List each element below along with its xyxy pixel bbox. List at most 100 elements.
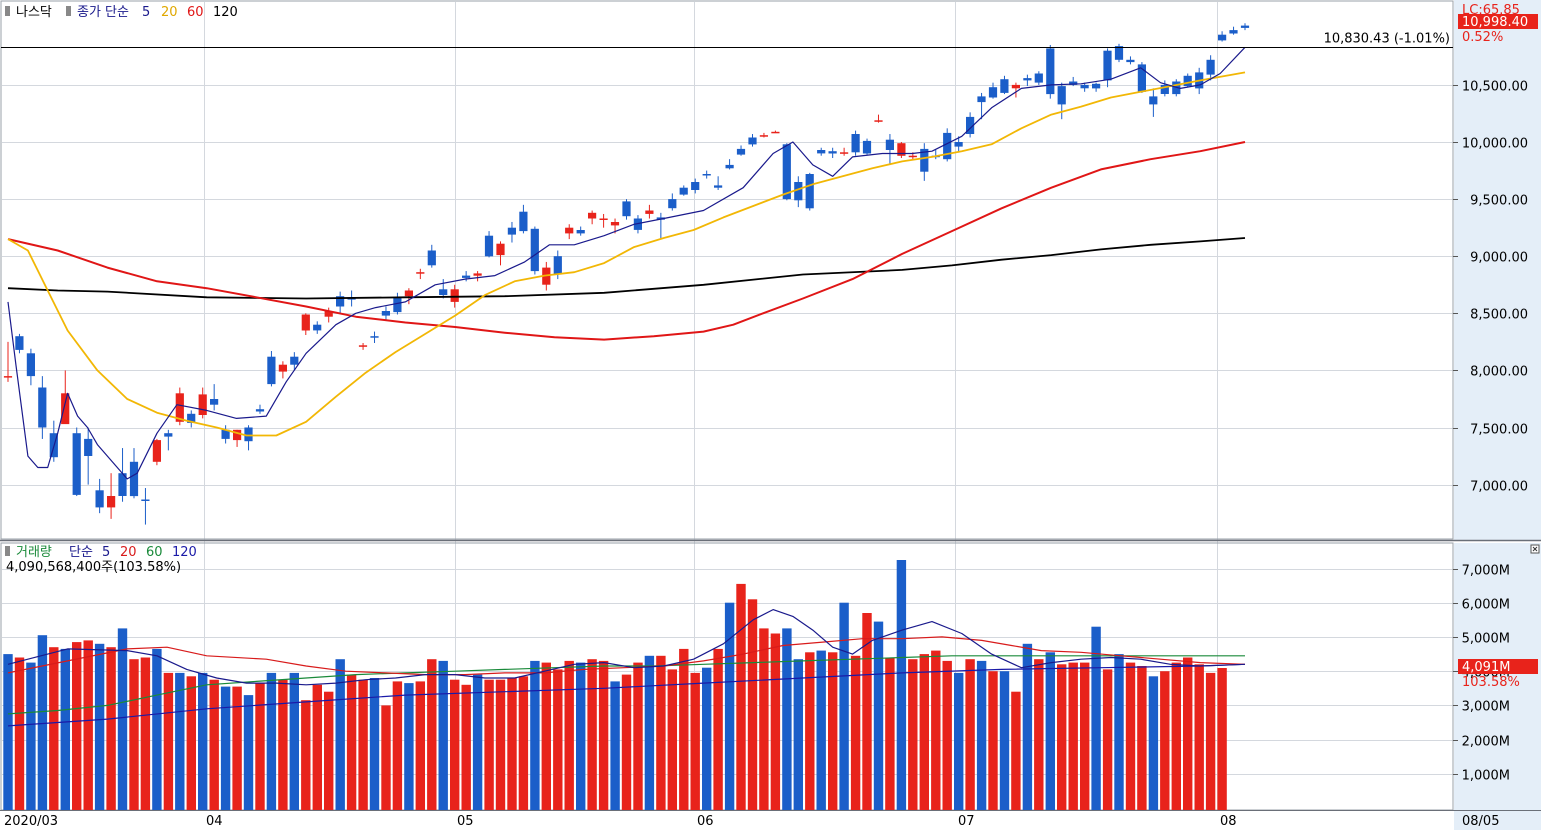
volume-bar[interactable] bbox=[839, 602, 849, 810]
volume-bar[interactable] bbox=[667, 669, 677, 810]
volume-bar[interactable] bbox=[633, 662, 643, 810]
volume-bar[interactable] bbox=[495, 679, 506, 810]
candle[interactable] bbox=[462, 271, 471, 282]
candle[interactable] bbox=[484, 231, 494, 258]
candle[interactable] bbox=[72, 427, 81, 497]
volume-bar[interactable] bbox=[1045, 652, 1055, 810]
volume-bar[interactable] bbox=[472, 674, 483, 810]
legend-square-icon[interactable] bbox=[66, 6, 71, 16]
candle[interactable] bbox=[828, 147, 837, 159]
candle[interactable] bbox=[633, 215, 642, 234]
volume-bar[interactable] bbox=[209, 679, 219, 810]
candle[interactable] bbox=[645, 204, 654, 219]
candle[interactable] bbox=[267, 351, 276, 387]
candle[interactable] bbox=[1011, 82, 1020, 98]
volume-bar[interactable] bbox=[1091, 626, 1101, 810]
volume-bar[interactable] bbox=[461, 684, 471, 810]
candle[interactable] bbox=[782, 143, 791, 201]
volume-bar[interactable] bbox=[140, 657, 151, 811]
candle[interactable] bbox=[1034, 71, 1043, 85]
candle[interactable] bbox=[1240, 23, 1250, 31]
volume-bar[interactable] bbox=[713, 648, 723, 810]
volume-bar[interactable] bbox=[644, 655, 655, 810]
volume-bar[interactable] bbox=[598, 660, 609, 810]
volume-bar[interactable] bbox=[369, 678, 380, 810]
volume-bar[interactable] bbox=[1057, 664, 1067, 810]
volume-bar[interactable] bbox=[782, 628, 792, 810]
candle[interactable] bbox=[129, 448, 139, 499]
candle[interactable] bbox=[198, 387, 207, 419]
candle[interactable] bbox=[427, 244, 436, 268]
volume-bar[interactable] bbox=[564, 660, 574, 810]
volume-bar[interactable] bbox=[576, 662, 586, 810]
candle[interactable] bbox=[1206, 55, 1215, 81]
candle[interactable] bbox=[977, 92, 986, 120]
volume-bar[interactable] bbox=[60, 648, 70, 810]
candle[interactable] bbox=[1137, 62, 1146, 93]
candle[interactable] bbox=[244, 425, 253, 451]
candle[interactable] bbox=[885, 134, 894, 165]
candle[interactable] bbox=[840, 147, 849, 156]
volume-bar[interactable] bbox=[72, 642, 82, 810]
candle[interactable] bbox=[1149, 88, 1158, 117]
volume-bar[interactable] bbox=[965, 659, 975, 810]
volume-bar[interactable] bbox=[381, 705, 391, 810]
candle[interactable] bbox=[3, 341, 13, 382]
volume-bar[interactable] bbox=[873, 621, 884, 810]
volume-bar[interactable] bbox=[724, 602, 735, 810]
candle[interactable] bbox=[118, 448, 127, 502]
volume-bar[interactable] bbox=[690, 672, 700, 810]
volume-bar[interactable] bbox=[954, 672, 964, 810]
volume-bar[interactable] bbox=[896, 560, 907, 810]
candle[interactable] bbox=[473, 271, 482, 282]
candle[interactable] bbox=[588, 210, 597, 225]
candle[interactable] bbox=[988, 82, 998, 99]
candle[interactable] bbox=[805, 172, 814, 211]
candle[interactable] bbox=[313, 321, 322, 334]
volume-bar[interactable] bbox=[1034, 659, 1044, 810]
volume-bar[interactable] bbox=[816, 650, 826, 810]
volume-bar[interactable] bbox=[610, 681, 620, 810]
volume-bar[interactable] bbox=[198, 672, 208, 810]
candle[interactable] bbox=[141, 488, 150, 525]
volume-bar[interactable] bbox=[770, 633, 781, 811]
volume-bar[interactable] bbox=[232, 686, 242, 810]
candle[interactable] bbox=[897, 142, 906, 159]
volume-bar[interactable] bbox=[175, 672, 185, 810]
volume-bar[interactable] bbox=[49, 647, 59, 810]
volume-bar[interactable] bbox=[220, 686, 231, 810]
candle[interactable] bbox=[416, 268, 425, 280]
volume-bar[interactable] bbox=[335, 659, 345, 810]
volume-bar[interactable] bbox=[1102, 669, 1113, 810]
candle[interactable] bbox=[221, 425, 230, 444]
volume-bar[interactable] bbox=[243, 695, 254, 810]
candle[interactable] bbox=[404, 288, 413, 305]
candle[interactable] bbox=[1046, 44, 1055, 99]
volume-bar[interactable] bbox=[999, 671, 1010, 810]
volume-bar[interactable] bbox=[129, 659, 139, 810]
candle[interactable] bbox=[38, 376, 47, 439]
volume-bar[interactable] bbox=[747, 599, 758, 810]
candle[interactable] bbox=[943, 128, 952, 162]
volume-bar[interactable] bbox=[266, 672, 277, 810]
volume-bar[interactable] bbox=[1160, 671, 1170, 810]
candle[interactable] bbox=[519, 204, 528, 234]
candle[interactable] bbox=[874, 114, 883, 123]
volume-axis-panel[interactable] bbox=[1454, 543, 1541, 811]
volume-bar[interactable] bbox=[26, 662, 36, 810]
candle[interactable] bbox=[851, 130, 860, 156]
volume-bar[interactable] bbox=[976, 660, 987, 810]
volume-bar[interactable] bbox=[793, 659, 803, 810]
volume-bar[interactable] bbox=[94, 643, 105, 810]
candle[interactable] bbox=[679, 185, 688, 196]
volume-bar[interactable] bbox=[1171, 662, 1181, 810]
volume-bar[interactable] bbox=[312, 684, 322, 810]
volume-bar[interactable] bbox=[255, 683, 265, 810]
candle[interactable] bbox=[954, 136, 963, 152]
candle[interactable] bbox=[1080, 82, 1089, 92]
candle[interactable] bbox=[1126, 56, 1135, 65]
candle[interactable] bbox=[187, 410, 196, 428]
candle[interactable] bbox=[771, 130, 780, 134]
candle[interactable] bbox=[817, 147, 826, 156]
candle[interactable] bbox=[576, 226, 585, 236]
